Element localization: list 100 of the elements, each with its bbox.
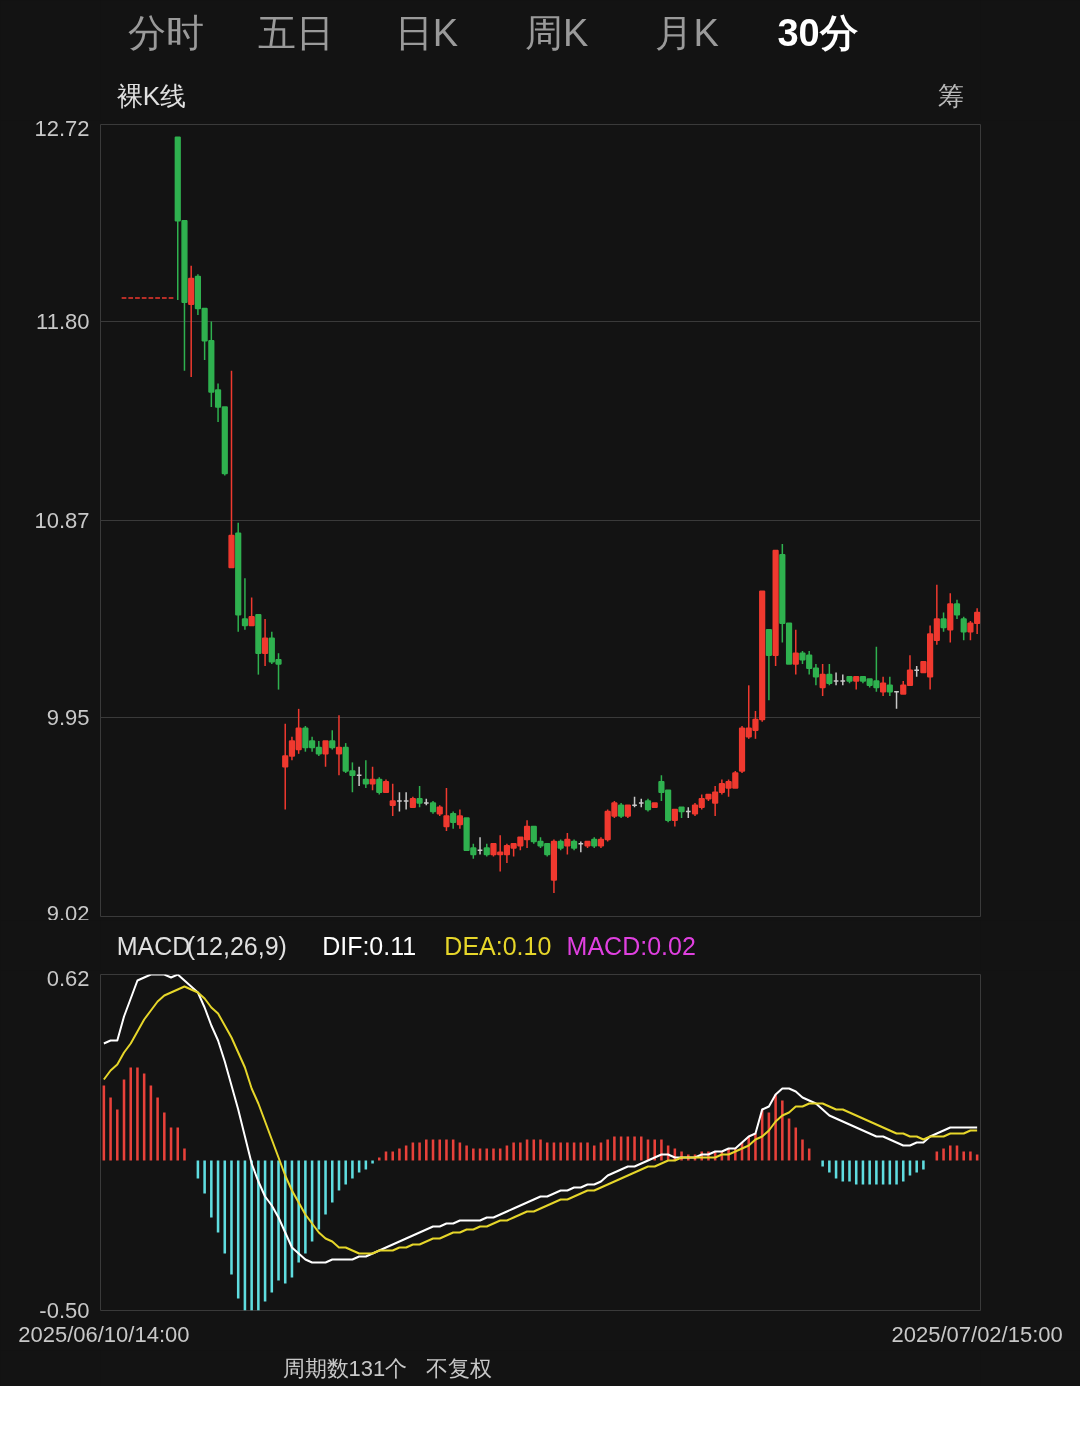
candlestick	[792, 628, 799, 676]
bar	[512, 1142, 515, 1161]
bar	[915, 1160, 918, 1173]
bar	[781, 1100, 784, 1161]
bar	[592, 1145, 596, 1161]
bar	[250, 1160, 253, 1311]
bar	[445, 1139, 448, 1161]
candlestick	[879, 676, 887, 697]
bar	[962, 1151, 965, 1161]
text: 五日	[258, 11, 335, 54]
bar	[586, 1142, 589, 1161]
text: 周K	[525, 11, 589, 54]
x-tick-label: 2025/06/10/14:00	[18, 1321, 190, 1347]
bar	[351, 1160, 354, 1179]
bar	[492, 1148, 495, 1161]
bar	[613, 1136, 616, 1161]
bar	[398, 1148, 401, 1161]
bar	[828, 1160, 831, 1173]
bar	[425, 1139, 428, 1161]
y-tick-label: 0.62	[46, 965, 90, 991]
bar	[895, 1160, 898, 1185]
bar	[801, 1139, 804, 1161]
bar	[330, 1160, 334, 1203]
text: 周期数131个	[282, 1356, 408, 1381]
text: 30分	[777, 11, 858, 54]
bar	[203, 1160, 206, 1194]
text: 不复权	[426, 1356, 493, 1381]
bar	[344, 1160, 347, 1185]
candlestick	[456, 808, 463, 830]
bar	[136, 1067, 139, 1161]
text: 筹	[938, 80, 965, 111]
bar	[566, 1142, 569, 1161]
bar	[378, 1157, 381, 1161]
bar	[230, 1160, 233, 1275]
bar	[774, 1094, 777, 1161]
bar	[539, 1139, 542, 1161]
text: 分时	[127, 11, 204, 54]
candlestick	[329, 729, 336, 751]
bar	[559, 1142, 562, 1161]
candlestick	[335, 714, 343, 776]
y-tick-label: 12.72	[34, 115, 90, 141]
bar	[472, 1148, 475, 1161]
bar	[942, 1148, 945, 1161]
bar	[283, 1160, 287, 1284]
bar	[875, 1160, 878, 1185]
candlestick	[953, 598, 961, 620]
bar	[485, 1148, 489, 1161]
candlestick	[940, 611, 947, 633]
bar	[163, 1112, 166, 1161]
x-tick-label: 2025/07/02/15:00	[891, 1321, 1063, 1347]
bar	[922, 1160, 925, 1170]
candlestick	[443, 787, 450, 832]
candlestick	[389, 783, 396, 817]
bar	[660, 1139, 663, 1161]
y-tick-label: 11.80	[36, 308, 90, 334]
text: 裸K线	[116, 80, 187, 111]
bar	[519, 1142, 522, 1161]
candlestick	[261, 618, 269, 667]
y-tick-label: -0.50	[39, 1298, 90, 1323]
bar	[391, 1151, 394, 1161]
candlestick	[819, 663, 826, 697]
bar	[176, 1127, 180, 1161]
bar	[969, 1151, 972, 1161]
bar	[257, 1160, 260, 1311]
candlestick	[960, 616, 967, 642]
bar	[116, 1109, 119, 1161]
bar	[210, 1160, 213, 1218]
bar	[156, 1097, 159, 1161]
candlestick	[362, 759, 369, 789]
y-tick-label: 10.87	[34, 508, 90, 533]
bar	[324, 1160, 327, 1215]
candlestick	[322, 740, 329, 768]
bar	[901, 1160, 905, 1182]
candlestick	[248, 596, 255, 627]
y-tick-label: 9.02	[46, 900, 90, 926]
y-tick-label: 9.95	[46, 704, 90, 730]
candlestick	[826, 663, 833, 687]
candlestick	[564, 832, 571, 856]
text: 月K	[655, 11, 719, 54]
bar	[606, 1139, 609, 1161]
bar	[277, 1160, 280, 1281]
text: DEA:0.10	[444, 931, 552, 960]
text: DIF:0.11	[322, 931, 417, 960]
bar	[438, 1139, 442, 1161]
bar	[848, 1160, 851, 1182]
bar	[183, 1148, 186, 1161]
bar	[223, 1160, 227, 1254]
candlestick	[369, 765, 376, 791]
bar	[794, 1127, 798, 1161]
bar	[418, 1142, 421, 1161]
bar	[304, 1160, 307, 1254]
bar	[639, 1136, 643, 1161]
candlestick	[416, 785, 423, 809]
bar	[371, 1160, 374, 1164]
bar	[297, 1160, 300, 1263]
text: MACD:0.02	[566, 931, 696, 960]
bar	[109, 1097, 112, 1161]
bar	[948, 1145, 952, 1161]
bar	[633, 1136, 636, 1161]
bar	[129, 1067, 133, 1161]
